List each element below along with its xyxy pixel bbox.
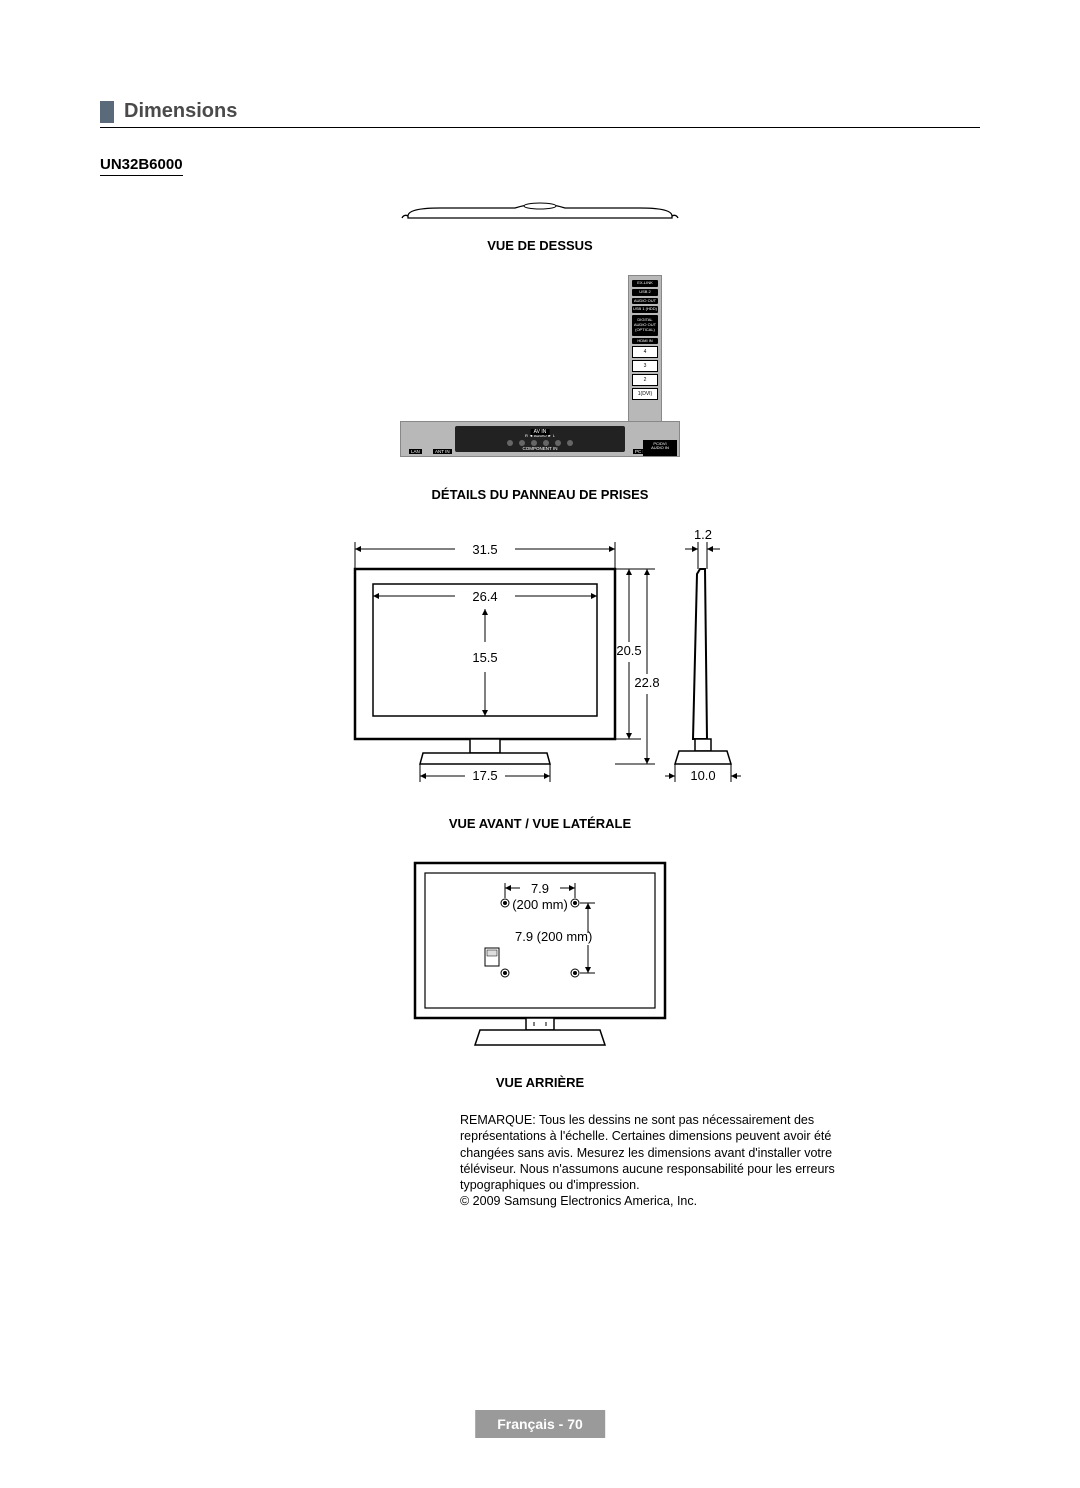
jack-label: EX-LINK [632, 280, 658, 287]
jack-panel-caption: DÉTAILS DU PANNEAU DE PRISES [100, 487, 980, 502]
section-accent-bar [100, 101, 114, 123]
page-footer: Français - 70 [475, 1410, 605, 1438]
front-side-figure: 17.5 31.5 26.4 [100, 524, 980, 831]
page: Dimensions UN32B6000 VUE DE DESSUS EX-LI… [0, 0, 1080, 1488]
dim-stand-depth: 10.0 [690, 768, 715, 783]
hdmi-port: 4 [632, 346, 658, 358]
note-block: REMARQUE: Tous les dessins ne sont pas n… [460, 1112, 880, 1210]
jack-label: HDMI IN [632, 338, 658, 345]
jack-label: USB 2 [632, 289, 658, 296]
rear-view-figure: 7.9 (200 mm) 7.9 (200 mm) VUE ARRIÈRE [100, 853, 980, 1090]
rear-view-drawing: 7.9 (200 mm) 7.9 (200 mm) [400, 853, 680, 1063]
jack-panel-drawing: EX-LINK USB 2 AUDIO OUT USB 1 (HDD) DIGI… [400, 275, 680, 475]
dim-side-depth: 1.2 [694, 527, 712, 542]
rear-view-caption: VUE ARRIÈRE [100, 1075, 980, 1090]
jack-panel-figure: EX-LINK USB 2 AUDIO OUT USB 1 (HDD) DIGI… [100, 275, 980, 502]
model-number: UN32B6000 [100, 156, 183, 176]
copyright-text: © 2009 Samsung Electronics America, Inc. [460, 1194, 697, 1208]
jack-lan-label: LAN [409, 449, 422, 454]
jack-pcdvi-label: PC/DVI AUDIO IN [643, 440, 677, 456]
dim-vesa-h: 7.9 (200 mm) [515, 929, 592, 944]
front-side-caption: VUE AVANT / VUE LATÉRALE [100, 816, 980, 831]
top-view-figure: VUE DE DESSUS [100, 196, 980, 253]
section-title: Dimensions [124, 100, 237, 123]
hdmi-port: 3 [632, 360, 658, 372]
dim-stand-w: 17.5 [472, 768, 497, 783]
hdmi-port: 2 [632, 374, 658, 386]
dim-outer-h: 20.5 [616, 643, 641, 658]
jack-avin-label: AV IN [531, 429, 550, 435]
jack-bottom-strip: R ◄ AUDIO ► L AV IN COMPONENT IN [455, 426, 625, 452]
section-header: Dimensions [100, 100, 980, 128]
jack-ant-label: ANT IN [433, 449, 452, 454]
hdmi-port: 1(DVI) [632, 388, 658, 400]
front-side-drawing: 17.5 31.5 26.4 [325, 524, 755, 804]
dim-screen-h: 15.5 [472, 650, 497, 665]
top-view-caption: VUE DE DESSUS [100, 238, 980, 253]
note-text: REMARQUE: Tous les dessins ne sont pas n… [460, 1113, 835, 1192]
jack-bottom-bar: R ◄ AUDIO ► L AV IN COMPONENT IN LAN ANT… [400, 421, 680, 457]
jack-label: DIGITAL AUDIO OUT (OPTICAL) [632, 315, 658, 335]
dim-vesa-w-mm: (200 mm) [512, 897, 568, 912]
jack-label: AUDIO OUT [632, 298, 658, 305]
dim-h-stand: 22.8 [634, 675, 659, 690]
dim-vesa-w: 7.9 [531, 881, 549, 896]
top-view-drawing [400, 196, 680, 226]
dim-screen-w: 26.4 [472, 589, 497, 604]
dim-outer-w: 31.5 [472, 542, 497, 557]
jack-label: USB 1 (HDD) [632, 306, 658, 313]
jack-component-label: COMPONENT IN [523, 446, 558, 451]
